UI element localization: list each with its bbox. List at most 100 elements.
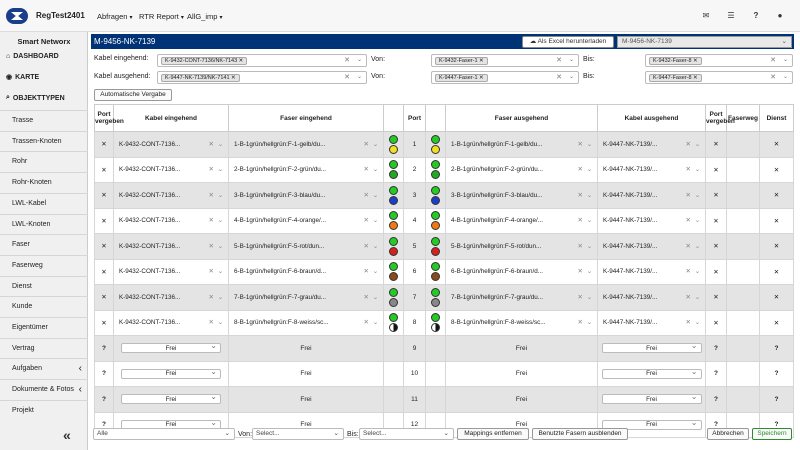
sidebar-item-karte[interactable]: ◉ KARTE bbox=[6, 73, 40, 82]
bis-in-select[interactable]: K-9432-Faser-8 ✕ ✕ ⌄ bbox=[645, 54, 793, 67]
clear-icon[interactable]: ✕ bbox=[208, 191, 214, 199]
chevron-down-icon[interactable]: ⌄ bbox=[372, 217, 378, 225]
port-assigned-icon[interactable]: ✕ bbox=[94, 131, 114, 158]
save-button[interactable]: Speichern bbox=[752, 428, 792, 440]
chevron-down-icon[interactable]: ⌄ bbox=[586, 293, 592, 301]
excel-download-button[interactable]: ☁ Als Excel herunterladen bbox=[522, 36, 614, 48]
dienst-icon[interactable]: ✕ bbox=[759, 284, 794, 311]
clear-icon[interactable]: ✕ bbox=[363, 242, 369, 250]
faser-ausgehend-cell-select[interactable]: 3-B-1grün/hellgrün:F-3-blau/du... ✕ ⌄ bbox=[451, 191, 592, 199]
faser-eingehend-cell-select[interactable]: 3-B-1grün/hellgrün:F-3-blau/du... ✕ ⌄ bbox=[234, 191, 378, 199]
kabel-ausgehend-cell-select[interactable]: K-9447-NK-7139/... ✕ ⌄ bbox=[603, 293, 700, 301]
chevron-down-icon[interactable]: ⌄ bbox=[372, 191, 378, 199]
clear-icon[interactable]: ✕ bbox=[344, 74, 350, 81]
faser-ausgehend-cell-select[interactable]: 4-B-1grün/hellgrün:F-4-orange/... ✕ ⌄ bbox=[451, 217, 592, 225]
clear-icon[interactable]: ✕ bbox=[556, 74, 562, 81]
sidebar-item-kunde[interactable]: Kunde bbox=[0, 296, 88, 317]
clear-icon[interactable]: ✕ bbox=[577, 319, 583, 327]
dienst-icon[interactable]: ✕ bbox=[759, 207, 794, 234]
chevron-down-icon[interactable]: ⌄ bbox=[586, 268, 592, 276]
fiber-filter-select[interactable]: Alle ⌄ bbox=[93, 428, 235, 440]
clear-icon[interactable]: ✕ bbox=[344, 57, 350, 64]
chevron-down-icon[interactable]: ⌄ bbox=[782, 57, 788, 63]
kabel-ausgehend-cell-select[interactable]: K-9447-NK-7139/... ✕ ⌄ bbox=[603, 217, 700, 225]
clear-icon[interactable]: ✕ bbox=[208, 293, 214, 301]
clear-icon[interactable]: ✕ bbox=[208, 268, 214, 276]
port-unassigned-icon[interactable]: ? bbox=[94, 360, 114, 387]
chevron-down-icon[interactable]: ⌄ bbox=[568, 74, 574, 80]
chevron-down-icon[interactable]: ⌄ bbox=[217, 268, 223, 276]
sidebar-item-lwl-kabel[interactable]: LWL-Kabel bbox=[0, 192, 88, 214]
kabel-ausgehend-cell-select[interactable]: Frei bbox=[601, 392, 702, 405]
chevron-down-icon[interactable]: ⌄ bbox=[694, 319, 700, 327]
chevron-down-icon[interactable]: ⌄ bbox=[694, 140, 700, 148]
user-icon[interactable]: ● bbox=[777, 11, 783, 20]
faser-ausgehend-cell-select[interactable]: 6-B-1grün/hellgrün:F-6-braun/d... ✕ ⌄ bbox=[451, 268, 592, 276]
sidebar-item-lwl-knoten[interactable]: LWL-Knoten bbox=[0, 213, 88, 235]
clear-icon[interactable]: ✕ bbox=[363, 140, 369, 148]
sidebar-item-objekttypen[interactable]: ⌕ OBJEKTTYPEN bbox=[6, 94, 65, 102]
port-assigned-out-icon[interactable]: ✕ bbox=[705, 182, 727, 209]
chevron-down-icon[interactable]: ⌄ bbox=[586, 217, 592, 225]
chevron-down-icon[interactable]: ⌄ bbox=[586, 242, 592, 250]
chevron-down-icon[interactable]: ⌄ bbox=[217, 217, 223, 225]
kabel-eingehend-select[interactable]: K-9432-CONT-7136/NK-7143 ✕ ✕ ⌄ bbox=[157, 54, 367, 67]
clear-icon[interactable]: ✕ bbox=[363, 217, 369, 225]
sidebar-item-vertrag[interactable]: Vertrag bbox=[0, 337, 88, 359]
faser-eingehend-cell-select[interactable]: 8-B-1grün/hellgrün:F-8-weiss/sc... ✕ ⌄ bbox=[234, 319, 378, 327]
dienst-icon[interactable]: ✕ bbox=[759, 258, 794, 285]
faser-eingehend-cell-select[interactable]: 1-B-1grün/hellgrün:F-1-gelb/du... ✕ ⌄ bbox=[234, 140, 378, 148]
chevron-down-icon[interactable]: ⌄ bbox=[217, 191, 223, 199]
chevron-down-icon[interactable]: ⌄ bbox=[586, 319, 592, 327]
kabel-eingehend-cell-select[interactable]: K-9432-CONT-7136... ✕ ⌄ bbox=[119, 293, 223, 301]
kabel-ausgehend-cell-select[interactable]: Frei bbox=[601, 367, 702, 379]
clear-icon[interactable]: ✕ bbox=[577, 140, 583, 148]
clear-icon[interactable]: ✕ bbox=[577, 191, 583, 199]
clear-icon[interactable]: ✕ bbox=[556, 57, 562, 64]
auto-assign-button[interactable]: Automatische Vergabe bbox=[94, 89, 172, 101]
clear-icon[interactable]: ✕ bbox=[770, 57, 776, 64]
dienst-icon[interactable]: ✕ bbox=[759, 131, 794, 158]
clear-icon[interactable]: ✕ bbox=[685, 217, 691, 225]
app-logo[interactable] bbox=[6, 8, 28, 24]
kabel-ausgehend-cell-select[interactable]: K-9447-NK-7139/... ✕ ⌄ bbox=[603, 166, 700, 174]
port-unassigned-icon[interactable]: ? bbox=[94, 386, 114, 413]
sidebar-item-aufgaben[interactable]: Aufgaben bbox=[0, 358, 88, 379]
clear-icon[interactable]: ✕ bbox=[363, 319, 369, 327]
port-assigned-icon[interactable]: ✕ bbox=[94, 258, 114, 285]
chevron-down-icon[interactable]: ⌄ bbox=[694, 166, 700, 174]
port-assigned-out-icon[interactable]: ✕ bbox=[705, 131, 727, 158]
sidebar-item-dienst[interactable]: Dienst bbox=[0, 275, 88, 297]
sidebar-item-rohr-knoten[interactable]: Rohr-Knoten bbox=[0, 172, 88, 193]
bis-out-select[interactable]: K-9447-Faser-8 ✕ ✕ ⌄ bbox=[645, 71, 793, 84]
menu-rtr-report[interactable]: RTR Report bbox=[139, 12, 184, 21]
kabel-eingehend-cell-select[interactable]: Frei bbox=[121, 341, 221, 354]
chevron-down-icon[interactable]: ⌄ bbox=[694, 268, 700, 276]
faser-ausgehend-cell-select[interactable]: 2-B-1grün/hellgrün:F-2-grün/du... ✕ ⌄ bbox=[451, 166, 592, 174]
chevron-down-icon[interactable]: ⌄ bbox=[356, 74, 362, 80]
kabel-ausgehend-cell-select[interactable]: K-9447-NK-7139/... ✕ ⌄ bbox=[603, 268, 700, 276]
chevron-down-icon[interactable]: ⌄ bbox=[372, 293, 378, 301]
chevron-down-icon[interactable]: ⌄ bbox=[694, 242, 700, 250]
footer-bis-select[interactable]: Select... ⌄ bbox=[359, 428, 454, 440]
database-icon[interactable]: ☰ bbox=[727, 11, 735, 20]
port-assigned-out-icon[interactable]: ✕ bbox=[705, 156, 727, 183]
sidebar-item-faserweg[interactable]: Faserweg bbox=[0, 254, 88, 276]
sidebar-item-dashboard[interactable]: ⌂ DASHBOARD bbox=[6, 53, 59, 60]
clear-icon[interactable]: ✕ bbox=[208, 140, 214, 148]
clear-icon[interactable]: ✕ bbox=[577, 268, 583, 276]
cancel-button[interactable]: Abbrechen bbox=[707, 428, 749, 440]
dienst-icon[interactable]: ✕ bbox=[759, 156, 794, 183]
chevron-down-icon[interactable]: ⌄ bbox=[356, 57, 362, 63]
port-assigned-out-icon[interactable]: ✕ bbox=[705, 309, 727, 336]
clear-icon[interactable]: ✕ bbox=[577, 242, 583, 250]
kabel-eingehend-cell-select[interactable]: K-9432-CONT-7136... ✕ ⌄ bbox=[119, 166, 223, 174]
chevron-down-icon[interactable]: ⌄ bbox=[694, 217, 700, 225]
kabel-ausgehend-cell-select[interactable]: Frei bbox=[601, 341, 702, 354]
port-assigned-out-icon[interactable]: ✕ bbox=[705, 258, 727, 285]
remove-mappings-button[interactable]: Mappings entfernen bbox=[457, 428, 529, 440]
sidebar-item-rohr[interactable]: Rohr bbox=[0, 151, 88, 172]
port-assigned-icon[interactable]: ✕ bbox=[94, 309, 114, 336]
von-in-tag[interactable]: K-9432-Faser-1 ✕ bbox=[435, 57, 488, 65]
kabel-ausgehend-cell-select[interactable]: K-9447-NK-7139/... ✕ ⌄ bbox=[603, 191, 700, 199]
